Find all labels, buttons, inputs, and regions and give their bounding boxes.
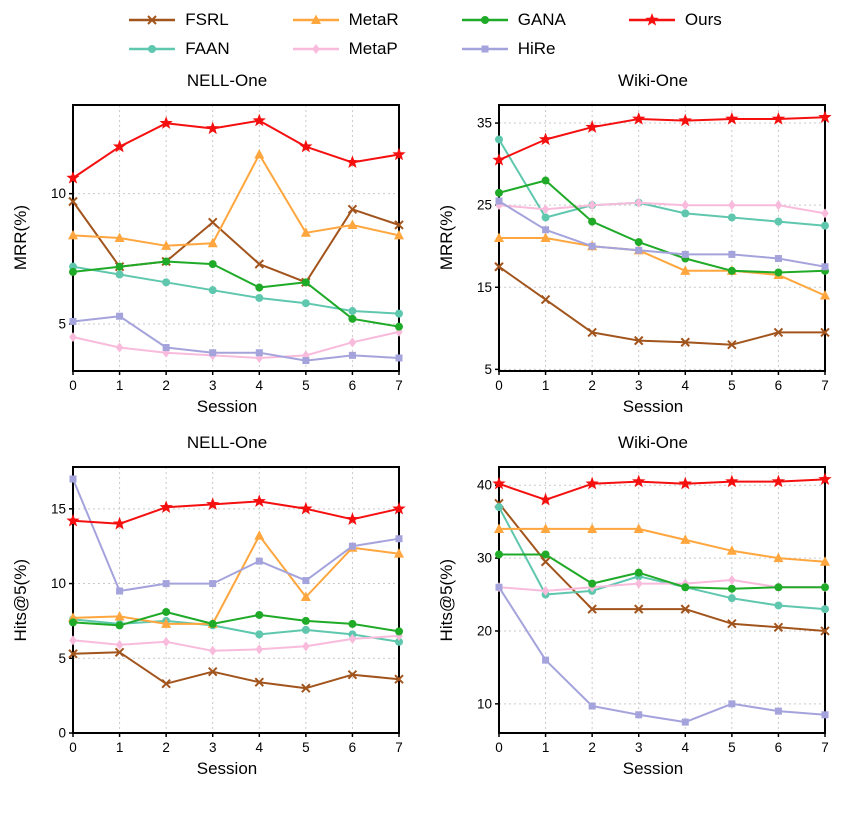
svg-text:10: 10 <box>51 576 66 591</box>
legend-label-gana: GANA <box>517 10 566 29</box>
hire-line-marker-icon <box>461 45 508 53</box>
x-axis-label: Session <box>196 397 258 416</box>
svg-text:3: 3 <box>635 378 643 393</box>
ours-line-marker-icon <box>628 13 675 26</box>
chart-title: NELL-One <box>186 433 268 452</box>
figure: FSRL FAAN MetaR MetaP GANA <box>11 8 839 779</box>
legend-label-metar: MetaR <box>348 10 399 29</box>
legend-label-metap: MetaP <box>348 39 398 58</box>
svg-text:15: 15 <box>477 280 492 295</box>
svg-text:4: 4 <box>682 378 690 393</box>
legend-column-3: GANA HiRe <box>461 8 566 61</box>
chart-title: NELL-One <box>186 71 268 90</box>
y-axis-label: Hits@5(%) <box>11 558 30 642</box>
svg-text:4: 4 <box>256 740 264 755</box>
svg-text:5: 5 <box>728 378 736 393</box>
chart-panel-wiki-one-hits5: Wiki-One Hits@5(%) 0 1 2 3 4 5 6 7 10 20 30 40 Sess… <box>437 433 839 779</box>
svg-text:0: 0 <box>495 740 503 755</box>
svg-text:7: 7 <box>821 378 829 393</box>
chart-panel-wiki-one-mrr: Wiki-One MRR(%) 0 1 2 3 4 5 6 7 5 15 25 35 Session <box>437 71 839 417</box>
line-chart-wiki-one-hits5: 0 1 2 3 4 5 6 7 10 20 30 40 <box>477 466 832 755</box>
svg-text:5: 5 <box>302 740 310 755</box>
legend-item-metap: MetaP <box>292 37 399 61</box>
svg-text:3: 3 <box>209 378 217 393</box>
svg-text:25: 25 <box>477 198 492 213</box>
svg-text:1: 1 <box>542 740 550 755</box>
legend-label-hire: HiRe <box>517 39 556 58</box>
svg-text:2: 2 <box>162 378 170 393</box>
x-axis-label: Session <box>622 397 684 416</box>
svg-text:5: 5 <box>484 362 492 377</box>
chart-body: MRR(%) 0 1 2 3 4 5 6 7 5 15 25 35 <box>437 95 839 399</box>
svg-text:4: 4 <box>682 740 690 755</box>
y-axis-label: MRR(%) <box>11 205 30 271</box>
svg-text:1: 1 <box>116 378 124 393</box>
svg-text:0: 0 <box>69 740 77 755</box>
svg-text:30: 30 <box>477 551 492 566</box>
x-axis-label: Session <box>196 759 258 778</box>
svg-text:7: 7 <box>395 740 403 755</box>
svg-text:0: 0 <box>58 726 66 741</box>
chart-panel-nell-one-mrr: NELL-One MRR(%) 0 1 2 3 4 5 6 7 5 10 Session <box>11 71 413 417</box>
legend-column-1: FSRL FAAN <box>128 8 230 61</box>
chart-body: Hits@5(%) 0 1 2 3 4 5 6 7 0 5 10 15 <box>11 457 413 761</box>
svg-text:40: 40 <box>477 478 492 493</box>
legend-item-fsrl: FSRL <box>128 8 229 32</box>
svg-text:2: 2 <box>162 740 170 755</box>
faan-line-marker-icon <box>129 45 176 53</box>
chart-body: Hits@5(%) 0 1 2 3 4 5 6 7 10 20 30 40 <box>437 457 839 761</box>
legend-label-ours: Ours <box>684 10 722 29</box>
svg-text:1: 1 <box>542 378 550 393</box>
svg-text:6: 6 <box>349 378 357 393</box>
line-chart-nell-one-mrr: 0 1 2 3 4 5 6 7 5 10 <box>51 104 406 393</box>
chart-title: Wiki-One <box>618 71 688 90</box>
y-axis-label: MRR(%) <box>437 205 456 271</box>
y-axis-label: Hits@5(%) <box>437 558 456 642</box>
svg-text:10: 10 <box>51 186 66 201</box>
legend: FSRL FAAN MetaR MetaP GANA <box>128 8 722 61</box>
svg-text:5: 5 <box>728 740 736 755</box>
svg-text:3: 3 <box>635 740 643 755</box>
svg-text:6: 6 <box>775 378 783 393</box>
svg-text:35: 35 <box>477 116 492 131</box>
x-axis-label: Session <box>622 759 684 778</box>
svg-text:10: 10 <box>477 696 492 711</box>
svg-text:5: 5 <box>58 651 66 666</box>
legend-label-faan: FAAN <box>185 39 230 58</box>
svg-text:15: 15 <box>51 501 66 516</box>
legend-item-metar: MetaR <box>292 8 399 32</box>
svg-text:5: 5 <box>58 317 66 332</box>
svg-text:7: 7 <box>395 378 403 393</box>
svg-text:2: 2 <box>588 378 596 393</box>
svg-text:20: 20 <box>477 623 492 638</box>
chart-title: Wiki-One <box>618 433 688 452</box>
svg-text:5: 5 <box>302 378 310 393</box>
metar-line-marker-icon <box>292 14 339 24</box>
svg-text:6: 6 <box>775 740 783 755</box>
svg-text:2: 2 <box>588 740 596 755</box>
line-chart-wiki-one-mrr: 0 1 2 3 4 5 6 7 5 15 25 35 <box>477 104 832 393</box>
legend-item-hire: HiRe <box>461 37 566 61</box>
legend-column-4: Ours <box>628 8 722 32</box>
legend-item-ours: Ours <box>628 8 722 32</box>
fsrl-line-marker-icon <box>129 15 176 25</box>
svg-text:0: 0 <box>495 378 503 393</box>
svg-text:4: 4 <box>256 378 264 393</box>
chart-panel-nell-one-hits5: NELL-One Hits@5(%) 0 1 2 3 4 5 6 7 0 5 10 15 Sessio… <box>11 433 413 779</box>
legend-item-gana: GANA <box>461 8 566 32</box>
legend-item-faan: FAAN <box>128 37 230 61</box>
svg-text:1: 1 <box>116 740 124 755</box>
svg-text:7: 7 <box>821 740 829 755</box>
chart-body: MRR(%) 0 1 2 3 4 5 6 7 5 10 <box>11 95 413 399</box>
line-chart-nell-one-hits5: 0 1 2 3 4 5 6 7 0 5 10 15 <box>51 466 406 755</box>
metap-line-marker-icon <box>292 44 339 54</box>
gana-line-marker-icon <box>461 16 508 24</box>
svg-text:3: 3 <box>209 740 217 755</box>
svg-text:6: 6 <box>349 740 357 755</box>
svg-text:0: 0 <box>69 378 77 393</box>
legend-column-2: MetaR MetaP <box>292 8 399 61</box>
legend-label-fsrl: FSRL <box>185 10 229 29</box>
charts-grid: NELL-One MRR(%) 0 1 2 3 4 5 6 7 5 10 Session Wiki… <box>11 71 839 779</box>
